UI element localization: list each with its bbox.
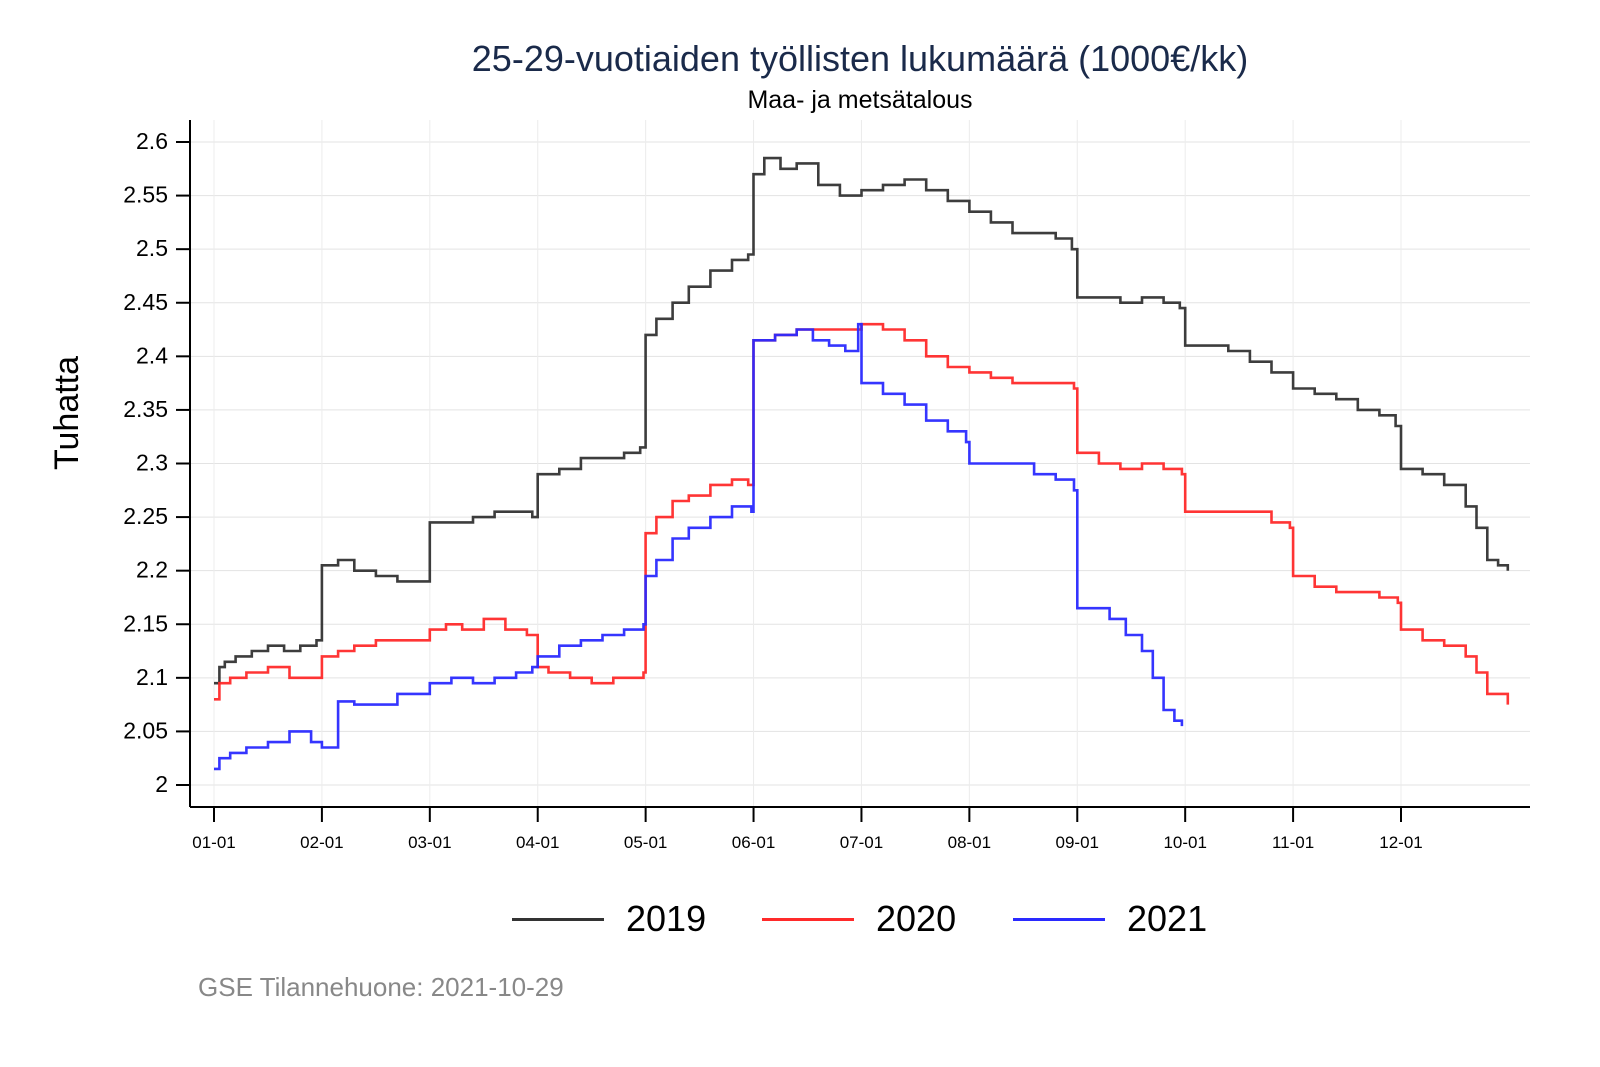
chart-title: 25-29-vuotiaiden työllisten lukumäärä (1… xyxy=(471,38,1249,79)
x-tick-label: 08-01 xyxy=(948,833,991,852)
chart-subtitle: Maa- ja metsätalous xyxy=(747,86,973,114)
y-tick-label: 2 xyxy=(155,771,168,797)
x-tick-label: 03-01 xyxy=(408,833,451,852)
y-tick-label: 2.1 xyxy=(136,664,168,690)
series-line-2020 xyxy=(214,322,1510,705)
legend-item-2021: 2021 xyxy=(1013,898,1207,940)
legend-swatch-2021 xyxy=(1013,917,1105,921)
y-tick-label: 2.15 xyxy=(123,610,168,636)
y-tick-label: 2.3 xyxy=(136,450,168,476)
x-tick-label: 11-01 xyxy=(1272,833,1314,852)
y-tick-label: 2.5 xyxy=(136,235,168,261)
x-tick-label: 12-01 xyxy=(1379,833,1422,852)
x-tick-label: 04-01 xyxy=(516,833,559,852)
y-tick-label: 2.6 xyxy=(136,128,168,154)
legend-swatch-2019 xyxy=(512,917,604,921)
y-tick-label: 2.55 xyxy=(123,182,168,208)
y-tick-label: 2.45 xyxy=(123,289,168,315)
x-tick-label: 10-01 xyxy=(1163,833,1206,852)
series-line-2021 xyxy=(214,322,1184,771)
legend-label-2019: 2019 xyxy=(626,898,707,939)
source-note: GSE Tilannehuone: 2021-10-29 xyxy=(198,972,564,1002)
legend-item-2019: 2019 xyxy=(512,898,706,940)
y-axis-ticks: 2 2.05 2.1 2.15 2.2 2.25 2.3 2.35 2.4 2.45 2.5 2.55… xyxy=(123,128,190,797)
legend-label-2020: 2020 xyxy=(876,898,957,939)
x-tick-label: 01-01 xyxy=(192,833,235,852)
x-tick-label: 07-01 xyxy=(840,833,883,852)
y-tick-label: 2.4 xyxy=(136,342,168,368)
legend-item-2020: 2020 xyxy=(762,898,956,940)
legend-label-2021: 2021 xyxy=(1127,898,1208,939)
x-tick-label: 06-01 xyxy=(732,833,775,852)
x-tick-label: 09-01 xyxy=(1056,833,1099,852)
y-tick-label: 2.35 xyxy=(123,396,168,422)
series-lines xyxy=(214,156,1510,771)
y-tick-label: 2.25 xyxy=(123,503,168,529)
x-axis-ticks: 01-01 02-01 03-01 04-01 05-01 06-01 07-01 08-01… xyxy=(192,807,1423,852)
series-line-2019 xyxy=(214,156,1510,685)
y-tick-label: 2.2 xyxy=(136,557,168,583)
legend-swatch-2020 xyxy=(762,917,854,921)
x-tick-label: 02-01 xyxy=(300,833,343,852)
x-tick-label: 05-01 xyxy=(624,833,667,852)
y-tick-label: 2.05 xyxy=(123,717,168,743)
